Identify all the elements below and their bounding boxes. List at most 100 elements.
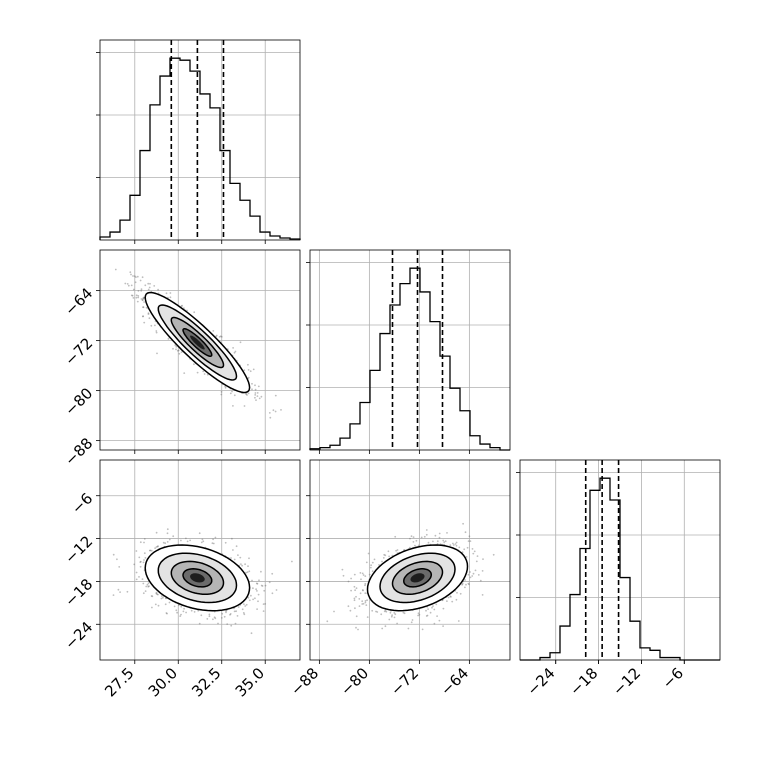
panel-frame [309, 459, 511, 661]
sample-point [232, 347, 235, 349]
sample-point [368, 573, 371, 576]
contour-line [170, 560, 225, 596]
sample-point [468, 535, 471, 538]
sample-point [446, 532, 448, 534]
sample-point [124, 282, 127, 285]
sample-point [226, 623, 229, 625]
density-panel-3: −88 −80 −72 −64 [287, 459, 511, 699]
sample-point [223, 615, 226, 618]
sample-point [235, 545, 238, 548]
sample-point [173, 605, 176, 608]
contour-line [170, 316, 225, 369]
sample-point [252, 368, 255, 371]
sample-point [146, 583, 149, 586]
sample-point [155, 531, 158, 534]
sample-point [467, 573, 470, 576]
sample-point [256, 608, 258, 610]
sample-point [234, 350, 237, 353]
sample-point [132, 288, 135, 291]
sample-point [435, 603, 438, 606]
panel-frame [519, 459, 721, 661]
sample-point [175, 609, 178, 612]
hist-panel-1 [96, 39, 301, 244]
sample-point [157, 545, 159, 547]
sample-point [137, 290, 140, 292]
sample-point [155, 330, 158, 332]
sample-point [264, 603, 267, 605]
sample-point [391, 614, 393, 617]
sample-point [409, 546, 411, 549]
sample-point [254, 388, 257, 391]
sample-point [449, 544, 452, 547]
sample-point [354, 589, 356, 592]
sample-point [465, 556, 468, 558]
sample-point [450, 596, 452, 598]
sample-point [137, 296, 140, 299]
y-tick-label: −80 [61, 384, 96, 419]
panel-frame [99, 39, 301, 241]
sample-point [247, 392, 250, 395]
sample-point [203, 373, 206, 375]
sample-point [350, 589, 352, 592]
sample-point [465, 583, 467, 586]
sample-point [371, 570, 374, 573]
sample-point [162, 596, 164, 599]
sample-point [143, 538, 146, 540]
sample-point [112, 553, 115, 556]
sample-point [237, 554, 239, 556]
sample-point [244, 605, 247, 607]
sample-point [256, 590, 258, 592]
sample-point [175, 345, 178, 348]
sample-point [239, 556, 242, 559]
sample-point [231, 390, 233, 393]
sample-point [464, 586, 466, 589]
sample-point [127, 284, 130, 287]
sample-point [268, 412, 271, 414]
sample-point [384, 625, 387, 628]
sample-point [155, 591, 158, 594]
sample-point [147, 288, 150, 291]
sample-point [255, 399, 257, 401]
sample-point [425, 609, 427, 612]
sample-point [169, 292, 172, 294]
sample-point [342, 574, 345, 577]
sample-point [212, 538, 215, 541]
x-tick-label: 30.0 [145, 664, 181, 700]
sample-point [257, 600, 259, 603]
sample-point [116, 558, 118, 561]
sample-point [141, 299, 144, 301]
sample-point [246, 571, 249, 573]
sample-point [143, 541, 145, 544]
histogram-step [520, 477, 720, 661]
sample-point [130, 284, 133, 287]
sample-point [147, 313, 150, 315]
sample-point [367, 552, 370, 555]
sample-point [393, 616, 396, 619]
hist-panel-3: −24 −18 −12 −6 [516, 459, 721, 699]
sample-point [396, 622, 398, 625]
sample-point [142, 592, 145, 595]
sample-point [237, 606, 240, 608]
sample-point [471, 548, 474, 550]
histogram-step [309, 267, 510, 451]
sample-point [455, 541, 458, 544]
sample-point [190, 609, 193, 612]
sample-point [172, 347, 174, 350]
sample-point [217, 622, 219, 625]
sample-point [370, 564, 372, 567]
sample-point [360, 578, 362, 581]
sample-point [154, 603, 157, 606]
sample-point [462, 522, 464, 525]
sample-point [143, 321, 146, 324]
sample-point [373, 558, 376, 561]
sample-point [415, 539, 418, 542]
sample-point [472, 572, 475, 575]
sample-point [365, 604, 368, 606]
sample-point [164, 603, 167, 606]
sample-point [229, 613, 232, 615]
sample-point [362, 574, 365, 576]
sample-point [384, 609, 387, 612]
sample-point [235, 610, 238, 613]
sample-point [433, 608, 436, 611]
sample-point [427, 608, 429, 610]
